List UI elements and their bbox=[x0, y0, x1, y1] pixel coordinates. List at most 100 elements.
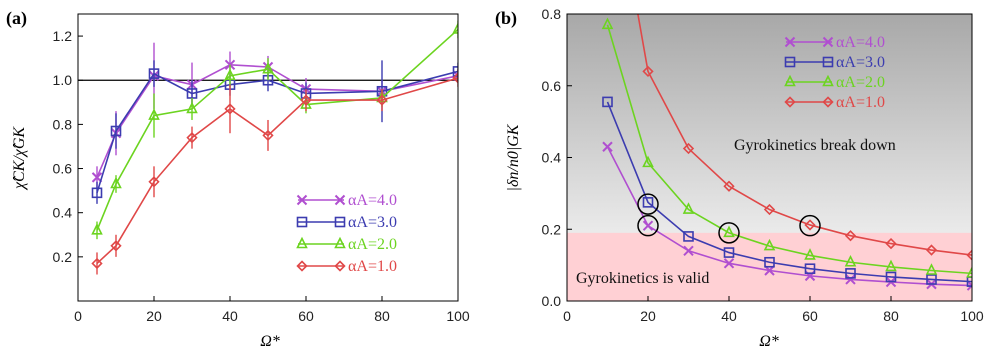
panel-b-data-point bbox=[804, 248, 816, 260]
panel-a-legend-marker bbox=[334, 216, 346, 228]
panel-a-data-point bbox=[452, 72, 458, 84]
panel-a-legend-marker bbox=[334, 236, 346, 249]
panel-b-data-point bbox=[925, 263, 938, 275]
panel-b-series-line-4 bbox=[637, 14, 972, 256]
panel-b: Gyrokinetics break down Gyrokinetics is … bbox=[495, 6, 984, 346]
panel-a-data-point bbox=[91, 257, 103, 270]
panel-b-x-ticks: 0 20 40 60 80 100 bbox=[563, 296, 984, 324]
panel-a-legend-label-4: αA=1.0 bbox=[348, 258, 397, 275]
panel-b-legend-marker bbox=[784, 36, 796, 48]
panel-b-circles bbox=[637, 193, 821, 244]
panel-b-legend-marker bbox=[784, 96, 796, 108]
panel-b-legend-marker bbox=[822, 74, 834, 87]
panel-b-legend-marker bbox=[822, 96, 834, 108]
panel-b-data-point bbox=[683, 231, 694, 242]
panel-b-y-ticks: 0.0 0.2 0.4 0.6 0.8 bbox=[542, 6, 572, 309]
panel-b-legend-marker-stroke-2 bbox=[822, 36, 834, 48]
panel-b-data-point bbox=[804, 219, 816, 231]
panel-a-x-tick-label: 60 bbox=[298, 308, 314, 324]
panel-a-data-point bbox=[376, 94, 388, 106]
panel-a-data-point bbox=[110, 176, 122, 189]
panel-a-data-point bbox=[224, 68, 236, 81]
panel-a-data-point bbox=[452, 22, 458, 34]
panel-b-highlight-circle bbox=[637, 193, 659, 215]
panel-b-data-point bbox=[885, 259, 897, 272]
panel-a-series-line-4 bbox=[96, 77, 458, 265]
panel-a-legend-marker bbox=[334, 260, 346, 272]
panel-b-x-tick-label: 60 bbox=[802, 308, 818, 324]
panel-a-x-tick-label: 0 bbox=[74, 308, 82, 324]
panel-a-y-tick-label: 0.2 bbox=[53, 249, 73, 265]
panel-b-series-line-2 bbox=[606, 101, 972, 283]
panel-a-legend-label-3: αA=2.0 bbox=[348, 236, 397, 253]
panel-b-legend-marker bbox=[822, 56, 834, 68]
panel-b-data-point bbox=[642, 197, 654, 208]
panel-b-data-point bbox=[844, 230, 857, 242]
panel-b-data-point bbox=[844, 254, 857, 267]
panel-a-data-point bbox=[91, 187, 103, 199]
panel-a-data-point bbox=[300, 94, 312, 106]
panel-a-data-point-stroke-2 bbox=[91, 172, 103, 183]
panel-a-x-tick-label: 100 bbox=[446, 308, 470, 324]
panel-b-annotation-valid: Gyrokinetics is valid bbox=[576, 270, 709, 287]
panel-b-series-group bbox=[601, 14, 972, 291]
panel-a-legend-label-2: αA=3.0 bbox=[348, 214, 397, 231]
panel-b-data-point bbox=[966, 280, 972, 291]
panel-a-data-point bbox=[110, 240, 122, 252]
panel-a-data-point bbox=[110, 125, 122, 137]
panel-b-data-point bbox=[682, 142, 695, 155]
panel-a-data-point bbox=[262, 129, 274, 142]
panel-b-data-point-stroke-2 bbox=[642, 220, 654, 231]
panel-b-data-point bbox=[602, 141, 613, 152]
panel-b-data-point bbox=[804, 263, 816, 275]
panel-a-data-point bbox=[186, 131, 198, 144]
panel-b-series-line-1 bbox=[606, 146, 972, 287]
panel-b-data-point bbox=[763, 203, 776, 216]
panel-b-data-point bbox=[642, 155, 654, 168]
panel-b-y-axis-title: |δn/n0|GK bbox=[505, 123, 522, 191]
panel-b-legend-label-2: αA=3.0 bbox=[836, 54, 885, 71]
panel-a: 0 20 40 60 80 100 0.2 0.4 0.6 0.8 1.0 1.2 (a) Ω* χ… bbox=[6, 8, 470, 346]
panel-a-data-point bbox=[452, 66, 458, 77]
panel-a-data-point bbox=[186, 101, 198, 114]
panel-b-data-point bbox=[601, 17, 614, 30]
panel-b-data-point bbox=[966, 276, 972, 287]
panel-b-data-point bbox=[845, 274, 856, 285]
panel-a-legend-marker bbox=[296, 260, 308, 272]
panel-b-data-point bbox=[845, 268, 856, 279]
panel-b-x-tick-label: 40 bbox=[721, 308, 737, 324]
panel-b-y-tick-label: 0.2 bbox=[542, 221, 562, 237]
panel-a-data-point bbox=[224, 103, 236, 115]
panel-a-legend-marker bbox=[296, 236, 308, 249]
panel-b-data-point-stroke-1 bbox=[966, 280, 972, 287]
panel-b-data-point bbox=[723, 180, 735, 192]
panel-b-data-point bbox=[763, 238, 776, 251]
panel-a-y-ticks: 0.2 0.4 0.6 0.8 1.0 1.2 bbox=[53, 28, 83, 265]
panel-a-series-group bbox=[91, 20, 458, 275]
panel-b-x-axis-title: Ω* bbox=[759, 333, 779, 346]
panel-a-x-tick-label: 40 bbox=[222, 308, 238, 324]
panel-a-frame bbox=[77, 13, 459, 302]
panel-a-data-point bbox=[91, 223, 103, 235]
panel-a-legend-marker bbox=[296, 194, 308, 206]
panel-a-data-point bbox=[148, 108, 160, 120]
panel-b-series-line-3 bbox=[606, 24, 972, 275]
panel-b-data-point bbox=[966, 249, 972, 261]
panel-b-data-point bbox=[885, 237, 897, 250]
panel-b-data-point-stroke-2 bbox=[602, 141, 613, 152]
panel-a-y-tick-label: 0.4 bbox=[53, 205, 73, 221]
panel-b-data-point-stroke-2 bbox=[683, 245, 694, 256]
panel-b-highlight-circle bbox=[799, 214, 821, 237]
panel-b-legend-marker bbox=[784, 56, 796, 68]
panel-a-legend-label-1: αA=4.0 bbox=[348, 192, 397, 209]
panel-b-data-point-stroke-2 bbox=[845, 274, 856, 285]
panel-b-highlight-circle bbox=[637, 214, 659, 237]
panel-b-legend-label-4: αA=1.0 bbox=[836, 94, 885, 111]
panel-a-label: (a) bbox=[6, 8, 27, 29]
panel-b-x-tick-label: 100 bbox=[960, 308, 984, 324]
panel-b-data-point bbox=[683, 245, 694, 256]
panel-a-y-tick-label: 0.6 bbox=[53, 161, 73, 177]
panel-a-legend-marker bbox=[296, 216, 308, 228]
panel-a-legend-marker bbox=[334, 194, 346, 206]
